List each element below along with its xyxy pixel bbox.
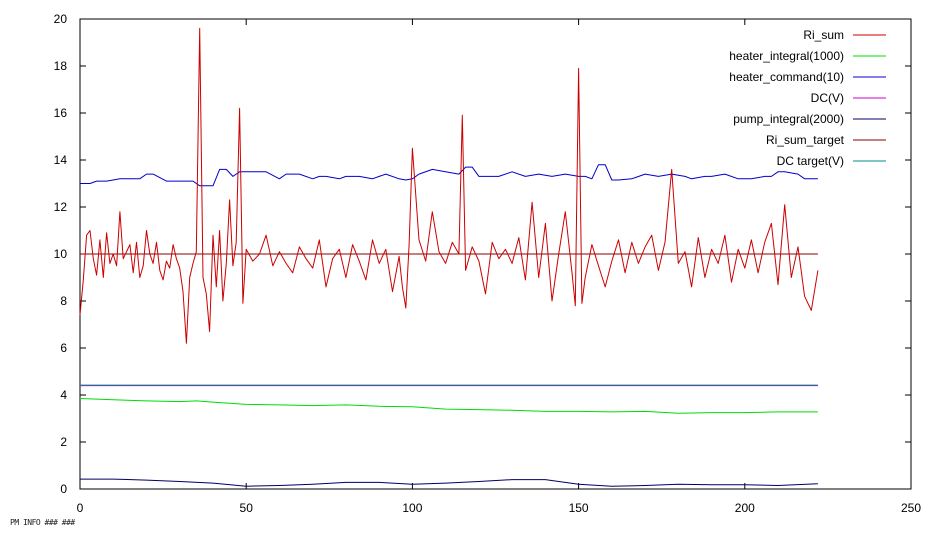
legend-label: DC(V) xyxy=(811,91,844,105)
y-tick-label: 14 xyxy=(54,153,68,167)
legend-label: heater_command(10) xyxy=(729,70,844,84)
x-tick-label: 50 xyxy=(240,501,254,515)
y-tick-label: 20 xyxy=(54,12,68,26)
x-tick-label: 0 xyxy=(77,501,84,515)
legend-label: pump_integral(2000) xyxy=(733,112,844,126)
series-line-heater-integral-1000- xyxy=(79,398,818,414)
y-tick-label: 10 xyxy=(54,247,68,261)
legend-label: Ri_sum xyxy=(803,28,844,42)
axis-ticks xyxy=(79,18,912,490)
legend-label: heater_integral(1000) xyxy=(729,49,844,63)
x-tick-label: 200 xyxy=(735,501,755,515)
y-tick-label: 4 xyxy=(60,388,67,402)
y-tick-label: 2 xyxy=(60,435,67,449)
y-tick-label: 8 xyxy=(60,294,67,308)
footer-caption: PM INFO ### ### xyxy=(10,518,75,527)
x-tick-label: 250 xyxy=(901,501,921,515)
series-lines xyxy=(79,27,819,487)
legend-label: Ri_sum_target xyxy=(766,133,845,147)
y-tick-label: 12 xyxy=(54,200,68,214)
y-tick-label: 18 xyxy=(54,59,68,73)
legend: Ri_sum heater_integral(1000) heater_comman… xyxy=(729,28,886,168)
y-tick-label: 16 xyxy=(54,106,68,120)
y-tick-label: 0 xyxy=(60,482,67,496)
series-line-ri-sum xyxy=(79,27,819,344)
series-line-pump-integral-2000- xyxy=(80,478,818,487)
x-tick-label: 150 xyxy=(569,501,589,515)
legend-label: DC target(V) xyxy=(777,154,844,168)
y-tick-label: 6 xyxy=(60,341,67,355)
x-tick-label: 100 xyxy=(402,501,422,515)
series-line-heater-command-10- xyxy=(80,164,818,187)
